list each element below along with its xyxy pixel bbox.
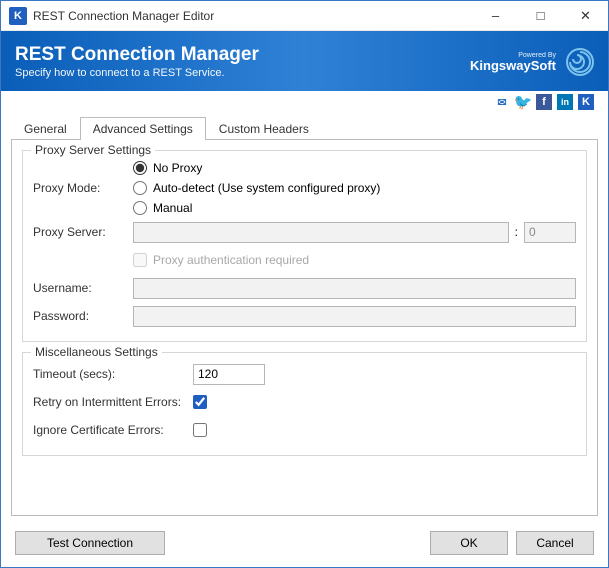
proxy-colon: : bbox=[515, 225, 518, 239]
proxy-auth-checkbox-row: Proxy authentication required bbox=[133, 253, 309, 267]
maximize-button[interactable]: □ bbox=[518, 1, 563, 31]
retry-checkbox[interactable] bbox=[193, 395, 207, 409]
password-input[interactable] bbox=[133, 306, 576, 327]
window-title: REST Connection Manager Editor bbox=[33, 9, 473, 23]
footer-buttons: Test Connection OK Cancel bbox=[1, 523, 608, 567]
proxy-mode-auto-radio[interactable] bbox=[133, 181, 147, 195]
proxy-mode-none-radio[interactable] bbox=[133, 161, 147, 175]
timeout-input[interactable] bbox=[193, 364, 265, 385]
header-banner: REST Connection Manager Specify how to c… bbox=[1, 31, 608, 91]
proxy-auth-checkbox bbox=[133, 253, 147, 267]
proxy-mode-manual[interactable]: Manual bbox=[133, 201, 380, 215]
twitter-icon[interactable]: 🐦 bbox=[515, 94, 531, 110]
proxy-port-input[interactable] bbox=[524, 222, 576, 243]
proxy-mode-manual-radio[interactable] bbox=[133, 201, 147, 215]
proxy-auth-label: Proxy authentication required bbox=[153, 253, 309, 267]
proxy-mode-label: Proxy Mode: bbox=[33, 181, 133, 195]
retry-label: Retry on Intermittent Errors: bbox=[33, 395, 193, 409]
tab-strip: General Advanced Settings Custom Headers bbox=[1, 113, 608, 140]
linkedin-icon[interactable]: in bbox=[557, 94, 573, 110]
misc-settings-group: Miscellaneous Settings Timeout (secs): R… bbox=[22, 352, 587, 456]
facebook-icon[interactable]: f bbox=[536, 94, 552, 110]
proxy-mode-auto-label: Auto-detect (Use system configured proxy… bbox=[153, 181, 380, 195]
proxy-server-input[interactable] bbox=[133, 222, 509, 243]
username-input[interactable] bbox=[133, 278, 576, 299]
proxy-server-label: Proxy Server: bbox=[33, 225, 133, 239]
banner-title: REST Connection Manager bbox=[15, 45, 470, 66]
spiral-icon bbox=[566, 48, 594, 76]
password-label: Password: bbox=[33, 309, 133, 323]
proxy-mode-auto[interactable]: Auto-detect (Use system configured proxy… bbox=[133, 181, 380, 195]
app-icon: K bbox=[9, 7, 27, 25]
banner-subtitle: Specify how to connect to a REST Service… bbox=[15, 67, 470, 79]
ignore-cert-label: Ignore Certificate Errors: bbox=[33, 423, 193, 437]
proxy-group-title: Proxy Server Settings bbox=[31, 143, 155, 157]
cancel-button[interactable]: Cancel bbox=[516, 531, 594, 555]
tab-advanced-settings[interactable]: Advanced Settings bbox=[80, 117, 206, 140]
ok-button[interactable]: OK bbox=[430, 531, 508, 555]
misc-group-title: Miscellaneous Settings bbox=[31, 345, 162, 359]
brand-logo: Powered By KingswaySoft bbox=[470, 52, 556, 72]
test-connection-button[interactable]: Test Connection bbox=[15, 531, 165, 555]
title-bar: K REST Connection Manager Editor – □ ✕ bbox=[1, 1, 608, 31]
tab-panel-advanced: Proxy Server Settings Proxy Mode: No Pro… bbox=[11, 139, 598, 516]
username-label: Username: bbox=[33, 281, 133, 295]
close-button[interactable]: ✕ bbox=[563, 1, 608, 31]
minimize-button[interactable]: – bbox=[473, 1, 518, 31]
proxy-mode-none-label: No Proxy bbox=[153, 161, 202, 175]
proxy-mode-none[interactable]: No Proxy bbox=[133, 161, 380, 175]
proxy-settings-group: Proxy Server Settings Proxy Mode: No Pro… bbox=[22, 150, 587, 342]
ignore-cert-checkbox[interactable] bbox=[193, 423, 207, 437]
social-strip: ✉ 🐦 f in K bbox=[1, 91, 608, 113]
kingswaysoft-icon[interactable]: K bbox=[578, 94, 594, 110]
proxy-mode-manual-label: Manual bbox=[153, 201, 192, 215]
tab-custom-headers[interactable]: Custom Headers bbox=[206, 117, 322, 140]
mail-icon[interactable]: ✉ bbox=[494, 94, 510, 110]
tab-general[interactable]: General bbox=[11, 117, 80, 140]
timeout-label: Timeout (secs): bbox=[33, 367, 193, 381]
